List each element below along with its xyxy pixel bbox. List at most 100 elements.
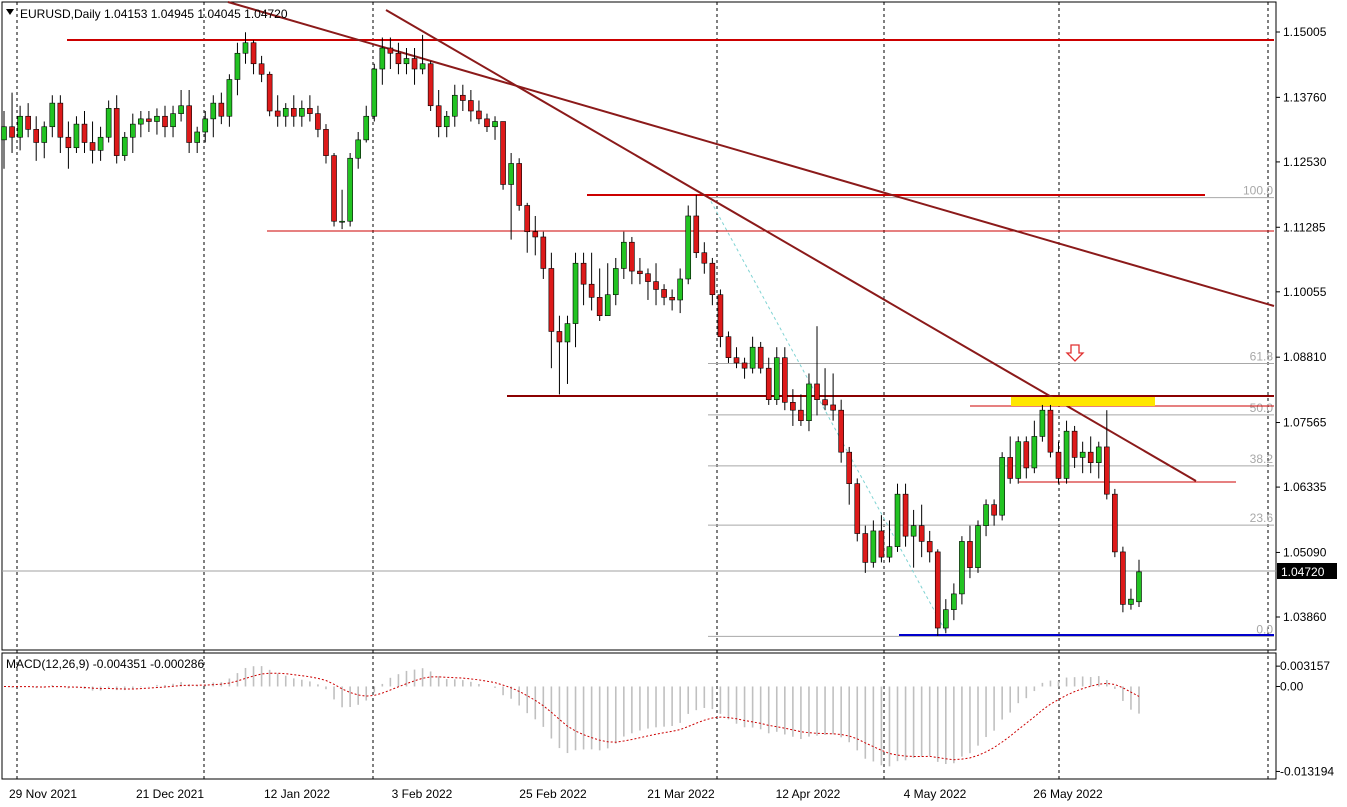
candle-body [894,493,901,547]
candle-body [451,94,458,117]
candle-body [572,262,579,324]
candle-body [1128,598,1134,605]
candle-body [290,108,297,117]
candle-body [878,530,885,558]
price-tick-label: 1.08810 [1283,350,1327,364]
candle-body [1087,451,1094,463]
date-axis: 29 Nov 2021 21 Dec 2021 12 Jan 2022 3 Feb 2… [9,787,1103,801]
candle-body [588,283,595,298]
candle-body [934,551,941,629]
candle-body [596,297,603,317]
candle-body [468,100,474,112]
candle-body [154,115,160,122]
price-tick-label: 1.13760 [1283,90,1327,104]
macd-tick-label: -0.013194 [1280,764,1334,778]
candle-body [838,409,844,453]
dropdown-triangle-icon[interactable] [6,9,14,15]
candle-body [57,102,64,138]
candle-body [218,102,225,117]
candle-body [814,383,820,400]
candle-body [500,121,506,185]
price-tick-label: 1.11285 [1283,220,1326,234]
candle-body [129,123,136,138]
candle-body [121,136,128,156]
candle-body [765,367,772,400]
candle-body [250,42,257,65]
candle-body [564,323,571,343]
candle-body [146,118,152,122]
date-label: 21 Dec 2021 [136,787,204,801]
symbol-header: EURUSD,Daily 1.04153 1.04945 1.04045 1.0… [20,7,288,21]
candle-body [403,58,410,65]
candle-body [323,129,329,156]
fib-level-label: 23.6 [1250,511,1274,525]
candle-body [685,215,692,280]
candle-body [1120,551,1126,605]
candle-body [959,541,965,595]
candle-body [741,362,748,369]
date-label: 26 May 2022 [1033,787,1103,801]
candle-body [902,493,909,537]
candle-body [693,215,700,254]
candlesticks [1,32,1142,636]
candle-body [709,262,716,296]
candle-body [637,270,643,275]
macd-tick-label: 0.003157 [1280,659,1330,673]
macd-tick-label: 0.00 [1280,679,1304,693]
candle-body [427,63,434,107]
support-resistance-lines [67,39,1274,636]
candle-body [677,278,683,301]
candle-body [476,110,482,120]
candle-body [701,252,708,264]
candle-body [790,402,796,411]
candle-body [266,73,273,112]
price-axis: 1.15005 1.13760 1.12530 1.11285 1.10055 1.088… [1276,25,1327,624]
price-tick-label: 1.03860 [1283,610,1327,624]
candle-body [395,52,402,65]
candle-body [443,115,450,128]
price-tick-label: 1.15005 [1283,25,1327,39]
candle-body [725,336,732,358]
candle-body [604,294,611,317]
candle-body [516,163,522,206]
candle-body [548,268,555,332]
candle-body [315,113,321,130]
candle-body [975,525,981,568]
candle-body [25,115,31,130]
candle-body [1,126,7,141]
fib-level-label: 38.2 [1250,452,1274,466]
candle-body [508,163,514,185]
candle-body [782,357,788,403]
candle-body [234,52,241,80]
candle-body [1112,493,1118,553]
candle-body [524,205,531,233]
candle-body [918,525,925,542]
candle-body [999,457,1005,516]
candle-body [991,504,997,516]
candle-body [419,63,426,70]
candle-body [951,593,957,610]
candle-body [363,115,370,141]
candle-body [307,108,313,114]
candle-body [645,273,651,282]
candle-body [178,105,184,114]
candle-body [41,126,48,143]
candle-body [170,113,176,128]
candle-body [621,241,627,269]
trendline-long [227,1,1275,307]
candle-body [1063,430,1070,479]
candle-body [1079,451,1086,458]
candle-body [1055,451,1062,479]
candle-body [97,136,104,151]
candle-body [226,79,233,117]
fib-level-label: 50.0 [1250,401,1274,415]
current-price-label: 1.04720 [1281,565,1325,579]
macd-panel [3,666,1140,767]
candle-body [1039,409,1046,437]
fib-level-label: 100.0 [1243,184,1273,198]
candle-body [73,123,80,149]
candle-body [661,289,667,298]
candle-body [846,451,853,484]
macd-panel-frame [1,652,1277,780]
candle-body [653,281,659,290]
